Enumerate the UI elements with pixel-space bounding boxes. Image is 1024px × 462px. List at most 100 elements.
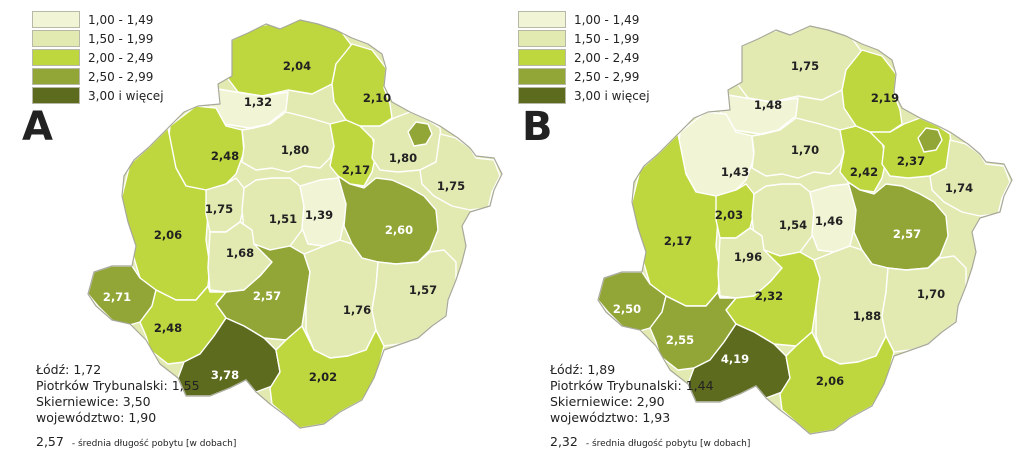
legend-swatch — [518, 68, 566, 85]
district-region — [337, 175, 439, 265]
legend-label: 1,50 - 1,99 — [574, 31, 640, 46]
legend-item: 3,00 i więcej — [32, 86, 164, 105]
map-panel-b: 1,75 1,48 2,19 1,43 1,70 2,42 2,37 1,74 2,17 2,03… — [512, 0, 1024, 462]
stat-piotrkow: Piotrków Trybunalski: 1,44 — [550, 378, 714, 393]
footnote-value: 2,32 — [550, 434, 578, 449]
legend-swatch — [518, 49, 566, 66]
legend-item: 1,00 - 1,49 — [518, 10, 650, 29]
legend-label: 1,00 - 1,49 — [88, 12, 154, 27]
panel-letter: A — [22, 104, 53, 150]
panel-letter: B — [522, 104, 553, 150]
district-value-label: 2,04 — [283, 59, 311, 73]
legend-swatch — [518, 11, 566, 28]
district-value-label: 2,60 — [385, 223, 413, 237]
map-regions: 2,04 1,32 2,10 2,48 1,80 2,17 1,80 1,75 2,06 1,75… — [87, 19, 503, 429]
footnote-text: - średnia długość pobytu [w dobach] — [585, 439, 751, 449]
map-panel-a: 2,04 1,32 2,10 2,48 1,80 2,17 1,80 1,75 2,06 1,75… — [22, 10, 503, 449]
legend-item: 1,50 - 1,99 — [518, 29, 650, 48]
district-region — [841, 49, 903, 135]
district-value-label: 1,76 — [343, 303, 371, 317]
district-value-label: 2,32 — [755, 289, 783, 303]
legend-label: 2,50 - 2,99 — [574, 69, 640, 84]
district-region — [419, 133, 501, 211]
stat-voivodeship: województwo: 1,90 — [36, 410, 157, 425]
district-value-label: 2,17 — [664, 234, 692, 248]
district-value-label: 2,48 — [154, 321, 182, 335]
district-value-label: 1,48 — [754, 98, 782, 112]
legend-swatch — [32, 68, 80, 85]
district-region — [751, 117, 847, 179]
district-region — [407, 121, 433, 147]
district-value-label: 2,57 — [253, 289, 281, 303]
district-value-label: 1,39 — [305, 208, 333, 222]
district-value-label: 2,71 — [103, 290, 131, 304]
district-region — [371, 249, 457, 347]
district-value-label: 2,10 — [363, 91, 391, 105]
choropleth-map-b: 1,75 1,48 2,19 1,43 1,70 2,42 2,37 1,74 2,17 2,03… — [597, 25, 1013, 435]
legend-label: 2,00 - 2,49 — [88, 50, 154, 65]
legend-item: 1,00 - 1,49 — [32, 10, 164, 29]
district-value-label: 1,51 — [269, 212, 297, 226]
legend-item: 3,00 i więcej — [518, 86, 650, 105]
district-region — [649, 291, 737, 371]
district-value-label: 1,46 — [815, 214, 843, 228]
district-value-label: 1,70 — [917, 287, 945, 301]
district-region — [241, 111, 337, 173]
district-value-label: 2,55 — [666, 333, 694, 347]
city-stats: Łódź: 1,89 Piotrków Trybunalski: 1,44 Sk… — [550, 362, 714, 426]
voivodeship-border — [597, 25, 1013, 435]
legend-label: 1,50 - 1,99 — [88, 31, 154, 46]
legend-item: 2,00 - 2,49 — [518, 48, 650, 67]
stat-lodz: Łódź: 1,72 — [36, 362, 102, 377]
legend-swatch — [518, 87, 566, 104]
district-value-label: 2,06 — [816, 374, 844, 388]
district-value-label: 1,43 — [721, 165, 749, 179]
district-value-label: 1,68 — [226, 246, 254, 260]
district-region — [331, 43, 393, 129]
stat-voivodeship: województwo: 1,93 — [550, 410, 671, 425]
district-value-label: 4,19 — [721, 352, 749, 366]
legend-item: 1,50 - 1,99 — [32, 29, 164, 48]
legend: 1,00 - 1,49 1,50 - 1,99 2,00 - 2,49 2,50… — [32, 10, 164, 105]
footnote-value: 2,57 — [36, 434, 64, 449]
district-value-label: 3,78 — [211, 368, 239, 382]
legend-swatch — [32, 11, 80, 28]
district-value-label: 1,74 — [945, 181, 973, 195]
legend-label: 3,00 i więcej — [574, 88, 650, 103]
district-value-label: 1,32 — [244, 95, 272, 109]
district-value-label: 1,57 — [409, 283, 437, 297]
legend-label: 3,00 i więcej — [88, 88, 164, 103]
footnote: 2,32 - średnia długość pobytu [w dobach] — [550, 434, 750, 449]
legend-label: 1,00 - 1,49 — [574, 12, 640, 27]
district-value-label: 1,80 — [281, 143, 309, 157]
district-value-label: 2,50 — [613, 302, 641, 316]
legend-swatch — [518, 30, 566, 47]
legend-item: 2,00 - 2,49 — [32, 48, 164, 67]
district-region — [917, 127, 943, 153]
district-value-label: 2,03 — [715, 208, 743, 222]
city-stats: Łódź: 1,72 Piotrków Trybunalski: 1,55 Sk… — [36, 362, 200, 426]
district-value-label: 1,96 — [734, 250, 762, 264]
voivodeship-border — [87, 19, 503, 429]
district-value-label: 1,75 — [205, 202, 233, 216]
district-value-label: 2,06 — [154, 228, 182, 242]
district-region — [839, 125, 887, 193]
legend-item: 2,50 - 2,99 — [518, 67, 650, 86]
stat-lodz: Łódź: 1,89 — [550, 362, 616, 377]
district-value-label: 2,19 — [871, 91, 899, 105]
stat-piotrkow: Piotrków Trybunalski: 1,55 — [36, 378, 200, 393]
district-value-label: 1,70 — [791, 143, 819, 157]
district-value-label: 1,75 — [791, 59, 819, 73]
footnote-text: - średnia długość pobytu [w dobach] — [71, 439, 237, 449]
district-region — [881, 255, 967, 353]
district-value-label: 1,54 — [779, 218, 807, 232]
legend-item: 2,50 - 2,99 — [32, 67, 164, 86]
legend: 1,00 - 1,49 1,50 - 1,99 2,00 - 2,49 2,50… — [518, 10, 650, 105]
district-value-label: 2,37 — [897, 154, 925, 168]
district-region — [847, 181, 949, 271]
footnote: 2,57 - średnia długość pobytu [w dobach] — [36, 434, 236, 449]
district-value-label: 2,17 — [342, 163, 370, 177]
legend-swatch — [32, 30, 80, 47]
legend-label: 2,50 - 2,99 — [88, 69, 154, 84]
district-value-label: 2,02 — [309, 370, 337, 384]
